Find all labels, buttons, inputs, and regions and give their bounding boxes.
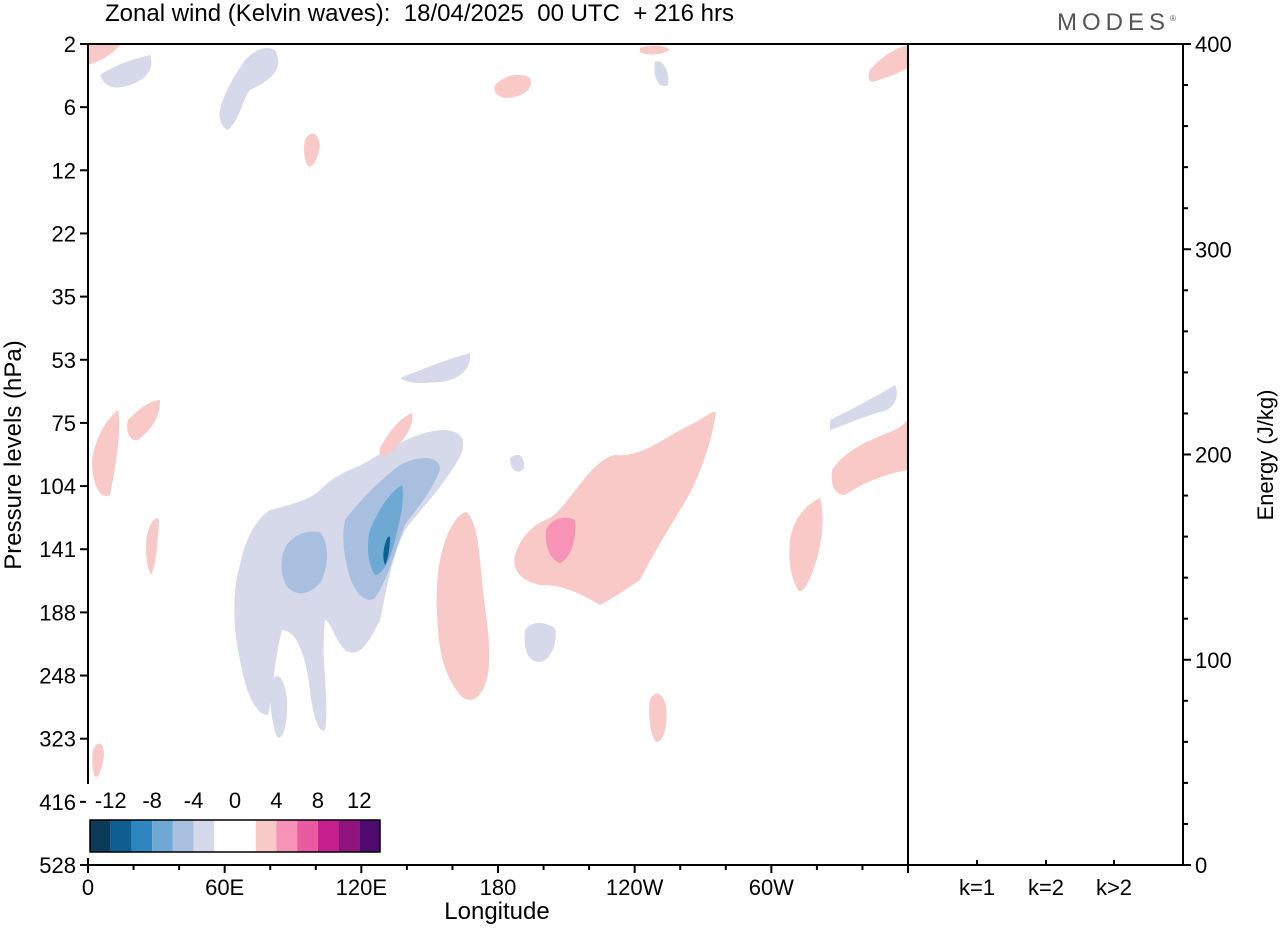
energy-category-label: k>2 [1096, 875, 1132, 900]
positive-region-low-2 [92, 743, 104, 778]
colorbar-label: 12 [347, 788, 371, 813]
y-tick-label: 188 [39, 600, 76, 625]
colorbar-swatch [152, 820, 173, 852]
y-tick-label: 2 [64, 32, 76, 57]
x-tick-label: 60E [205, 875, 244, 900]
modes-logo: MODES® [1057, 9, 1176, 37]
energy-tick-label: 300 [1195, 237, 1232, 262]
y-tick-label: 104 [39, 474, 76, 499]
colorbar-swatch [110, 820, 132, 852]
logo-text: MODES [1057, 9, 1171, 36]
colorbar-label: 0 [229, 788, 241, 813]
positive-region-west-2 [127, 400, 160, 441]
positive-region-upper [379, 413, 413, 457]
positive-region-east-3 [868, 45, 908, 82]
x-tick-label: 120W [606, 875, 664, 900]
colorbar-swatch [317, 820, 339, 852]
colorbar-swatch [359, 820, 380, 852]
energy-axes: 0 100 200 300 400 k=1 k=2 k>2 [908, 32, 1232, 900]
colorbar-frame [89, 819, 381, 853]
y-tick-label: 323 [39, 727, 76, 752]
colorbar-label: 4 [270, 788, 282, 813]
colorbar-swatch [255, 820, 277, 852]
chart-title: Zonal wind (Kelvin waves): 18/04/2025 00… [105, 0, 734, 27]
logo-mark: ® [1170, 14, 1176, 23]
energy-tick-label: 200 [1195, 443, 1232, 468]
negative-region-top-1 [219, 48, 279, 130]
negative-region-small-3 [400, 353, 471, 384]
negative-region-small-4 [830, 385, 897, 430]
positive-region-top-1 [88, 45, 120, 65]
x-tick-label: 0 [82, 875, 94, 900]
positive-region-core [545, 517, 576, 563]
positive-region-low-1 [649, 693, 667, 742]
colorbar-label: -8 [142, 788, 162, 813]
colorbar-swatch [90, 820, 111, 852]
energy-tick-label: 400 [1195, 32, 1232, 57]
negative-region-small-1 [270, 676, 288, 738]
colorbar-label: -12 [95, 788, 127, 813]
x-tick-label: 60W [749, 875, 794, 900]
x-tick-label: 180 [480, 875, 517, 900]
positive-region-column [436, 512, 490, 700]
negative-region-mid-1 [281, 531, 327, 594]
colorbar-swatch [297, 820, 318, 852]
colorbar-legend: -12 -8 -4 0 4 8 12 [86, 784, 384, 858]
positive-region-west-1 [92, 410, 120, 496]
colorbar-swatch [235, 820, 256, 852]
colorbar-label: -4 [184, 788, 204, 813]
energy-category-label: k=1 [959, 875, 995, 900]
y-tick-label: 75 [52, 411, 76, 436]
contour-field [88, 45, 908, 778]
positive-region-large [514, 411, 716, 605]
colorbar-swatch [193, 820, 215, 852]
colorbar-swatch [276, 820, 298, 852]
negative-region-peak [383, 536, 390, 565]
y-tick-label: 248 [39, 664, 76, 689]
y-tick-label: 6 [64, 95, 76, 120]
energy-tick-label: 0 [1195, 853, 1207, 878]
energy-tick-label: 100 [1195, 648, 1232, 673]
colorbar-label: 8 [312, 788, 324, 813]
y-tick-label: 22 [52, 221, 76, 246]
positive-region-east-2 [789, 498, 823, 591]
x-tick-label: 120E [336, 875, 387, 900]
colorbar-swatch [214, 820, 235, 852]
negative-region-small-5 [510, 455, 525, 472]
y-tick-label: 12 [52, 158, 76, 183]
positive-region-top-2 [494, 74, 531, 98]
positive-region-east-1 [831, 420, 908, 495]
y-tick-label: 528 [39, 853, 76, 878]
negative-region-top-2 [100, 55, 152, 88]
negative-region-core [367, 485, 403, 575]
y-tick-label: 141 [39, 537, 76, 562]
positive-region-top-4 [303, 133, 320, 167]
colorbar-swatch [338, 820, 360, 852]
positive-region-top-3 [640, 45, 670, 55]
plot-frame [87, 43, 909, 866]
y-tick-label: 35 [52, 285, 76, 310]
x-axis-label: Longitude [444, 898, 550, 925]
colorbar-swatch [131, 820, 153, 852]
negative-region-top-3 [654, 61, 669, 87]
colorbar-swatch [172, 820, 194, 852]
negative-region-small-2 [524, 623, 556, 662]
y-tick-label: 53 [52, 348, 76, 373]
y-tick-label: 416 [39, 790, 76, 815]
positive-region-west-3 [146, 518, 159, 575]
energy-category-label: k=2 [1028, 875, 1064, 900]
